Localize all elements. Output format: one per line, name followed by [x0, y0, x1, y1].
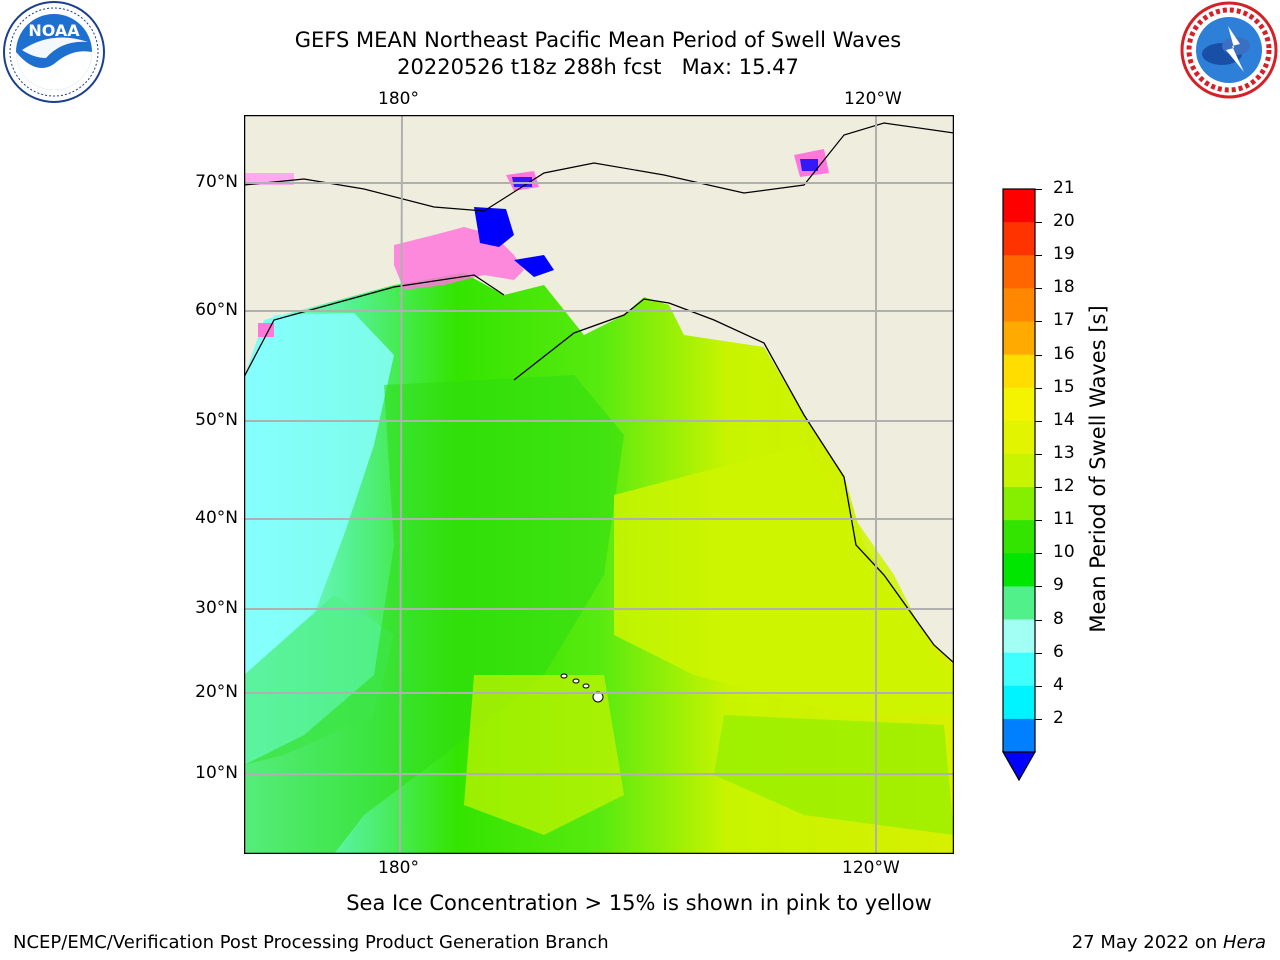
colorbar-tick-label: 16: [1053, 343, 1075, 364]
colorbar-tick-label: 6: [1053, 641, 1064, 662]
lat-label-70n: 70°N: [195, 172, 238, 192]
footer-date-text: 27 May 2022 on: [1071, 932, 1223, 953]
colorbar: [1001, 188, 1037, 782]
colorbar-tick-mark: [1035, 520, 1042, 522]
colorbar-block: [1003, 321, 1035, 356]
colorbar-block: [1003, 652, 1035, 687]
colorbar-tick-mark: [1035, 619, 1042, 621]
colorbar-tick-mark: [1035, 652, 1042, 654]
colorbar-tick-mark: [1035, 586, 1042, 588]
colorbar-tick-mark: [1035, 387, 1042, 389]
footer-host: Hera: [1222, 932, 1266, 953]
map-canvas: [244, 115, 954, 854]
colorbar-tick-mark: [1035, 487, 1042, 489]
colorbar-tick-mark: [1035, 685, 1042, 687]
colorbar-tick-label: 10: [1053, 542, 1075, 563]
lat-label-30n: 30°N: [195, 598, 238, 618]
footer-credit: NCEP/EMC/Verification Post Processing Pr…: [13, 932, 609, 953]
swell-yellow-south: [464, 675, 624, 835]
noaa-logo: NOAA: [2, 0, 106, 104]
colorbar-tick-label: 17: [1053, 310, 1075, 331]
swell-yellow-region: [614, 445, 954, 715]
colorbar-tick-label: 12: [1053, 476, 1075, 497]
colorbar-tick-mark: [1035, 718, 1042, 720]
colorbar-block: [1003, 387, 1035, 422]
colorbar-tick-mark: [1035, 453, 1042, 455]
colorbar-block: [1003, 619, 1035, 654]
map-grid: [244, 115, 954, 854]
colorbar-block: [1003, 487, 1035, 521]
colorbar-tick-label: 21: [1053, 178, 1075, 198]
colorbar-label: Mean Period of Swell Waves [s]: [1086, 305, 1110, 633]
colorbar-tick-label: 14: [1053, 409, 1075, 430]
sea-ice-note: Sea Ice Concentration > 15% is shown in …: [346, 891, 932, 915]
colorbar-block: [1003, 420, 1035, 455]
colorbar-block: [1003, 189, 1035, 223]
colorbar-block: [1003, 718, 1035, 753]
hawaii-islands: [560, 673, 604, 703]
lat-label-60n: 60°N: [195, 300, 238, 320]
lat-label-40n: 40°N: [195, 508, 238, 528]
nws-logo: [1178, 0, 1280, 100]
chart-title: GEFS MEAN Northeast Pacific Mean Period …: [294, 28, 902, 52]
lat-label-20n: 20°N: [195, 682, 238, 702]
colorbar-tick-mark: [1035, 288, 1042, 290]
colorbar-tick-label: 15: [1053, 376, 1075, 397]
swell-cyan-region: [244, 313, 394, 675]
colorbar-block: [1003, 453, 1035, 488]
lat-label-50n: 50°N: [195, 410, 238, 430]
ice-blue-region-1: [474, 207, 514, 247]
colorbar-tick-mark: [1035, 321, 1042, 323]
colorbar-tick-mark: [1035, 354, 1042, 356]
colorbar-tick-label: 8: [1053, 608, 1064, 629]
colorbar-tick-label: 20: [1053, 211, 1075, 232]
colorbar-block: [1003, 520, 1035, 554]
colorbar-tick-mark: [1035, 189, 1042, 190]
colorbar-underflow-triangle: [1001, 751, 1037, 782]
map-frame: [244, 115, 954, 854]
colorbar-block: [1003, 354, 1035, 389]
lon-label-bottom-120w: 120°W: [842, 858, 900, 878]
colorbar-block: [1003, 685, 1035, 720]
svg-text:NOAA: NOAA: [28, 21, 80, 40]
colorbar-tick-label: 13: [1053, 442, 1075, 463]
lon-label-top-180: 180°: [378, 89, 419, 109]
colorbar-block: [1003, 222, 1035, 256]
colorbar-tick-label: 4: [1053, 674, 1064, 695]
colorbar-tick-mark: [1035, 255, 1042, 257]
colorbar-tick-mark: [1035, 420, 1042, 422]
chart-subtitle: 20220526 t18z 288h fcst Max: 15.47: [397, 55, 799, 79]
lon-label-bottom-180: 180°: [378, 858, 419, 878]
colorbar-block: [1003, 288, 1035, 322]
colorbar-tick-label: 18: [1053, 277, 1075, 298]
footer-date: 27 May 2022 on Hera: [1072, 932, 1266, 953]
colorbar-tick-mark: [1035, 553, 1042, 555]
colorbar-tick-label: 9: [1053, 575, 1064, 596]
colorbar-block: [1003, 255, 1035, 289]
colorbar-block: [1003, 553, 1035, 587]
colorbar-tick-label: 19: [1053, 244, 1075, 265]
lat-label-10n: 10°N: [195, 763, 238, 783]
swell-green-region: [244, 375, 624, 854]
colorbar-block: [1003, 586, 1035, 621]
colorbar-tick-label: 2: [1053, 707, 1064, 728]
colorbar-tick-label: 11: [1053, 509, 1075, 530]
colorbar-tick-mark: [1035, 222, 1042, 224]
lon-label-top-120w: 120°W: [844, 89, 902, 109]
